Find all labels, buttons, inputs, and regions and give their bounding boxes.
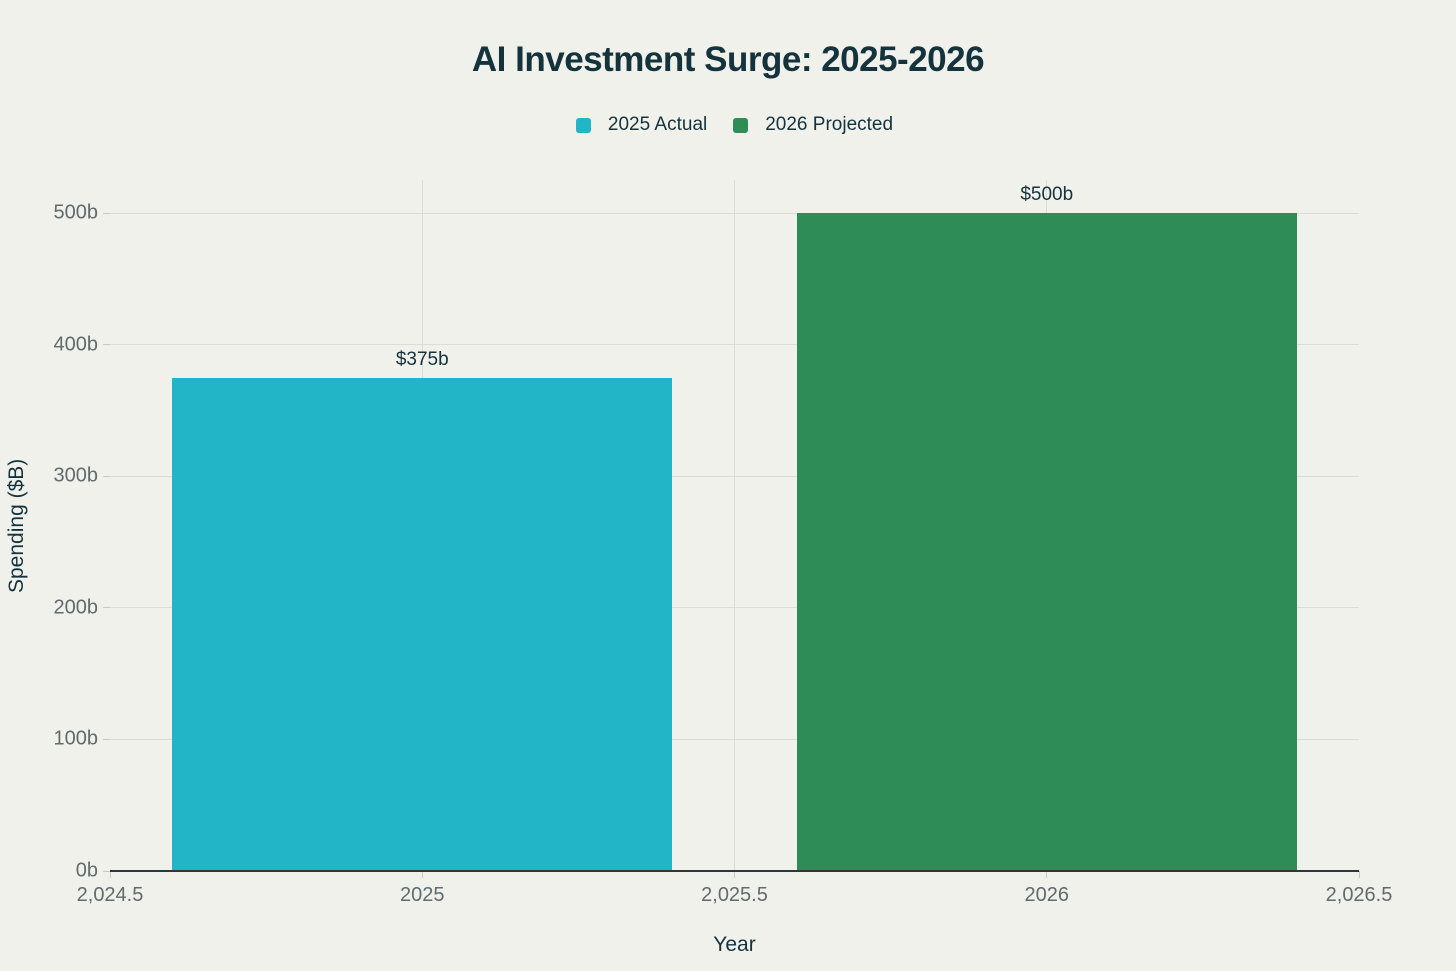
x-axis-tick <box>1358 871 1360 878</box>
y-tick-label: 0b <box>75 859 98 882</box>
y-axis-tick <box>103 607 110 609</box>
y-axis-title: Spending ($B) <box>5 458 28 593</box>
legend-swatch-teal-icon <box>575 117 591 133</box>
bar-2025-actual <box>172 377 673 871</box>
y-axis-tick <box>103 344 110 346</box>
x-gridline-2025.5 <box>734 180 735 871</box>
x-tick-label: 2,025.5 <box>701 884 768 906</box>
y-tick-label: 300b <box>53 464 99 487</box>
y-tick-label: 100b <box>53 727 99 750</box>
x-axis-line <box>110 870 1359 872</box>
x-axis-tick <box>421 871 423 878</box>
y-tick-label: 400b <box>53 333 99 356</box>
y-axis-tick <box>103 870 110 872</box>
x-axis-tick <box>1046 871 1048 878</box>
legend-item-2025-actual: 2025 Actual <box>575 114 708 136</box>
bar-value-label-2026-projected: $500b <box>1020 184 1074 205</box>
x-tick-label: 2025 <box>400 884 445 906</box>
x-axis-tick <box>109 871 111 878</box>
y-axis-tick <box>103 212 110 214</box>
x-axis-title: Year <box>713 933 756 956</box>
legend-swatch-green-icon <box>733 117 749 133</box>
chart-title: AI Investment Surge: 2025-2026 <box>471 40 985 79</box>
y-tick-label: 500b <box>53 201 99 224</box>
x-tick-label: 2,024.5 <box>76 884 144 906</box>
legend-item-2026-projected: 2026 Projected <box>733 114 893 136</box>
y-axis-tick <box>103 475 110 477</box>
y-tick-label: 200b <box>53 596 99 619</box>
legend-label-2025-actual: 2025 Actual <box>607 114 708 135</box>
bar-value-label-2025-actual: $375b <box>395 348 449 370</box>
x-tick-label: 2026 <box>1024 884 1070 906</box>
legend: 2025 Actual 2026 Projected <box>110 111 1359 139</box>
plot-area: 0b 100b 200b 300b 400b 500b 2,024.5 2025 2,025.5… <box>54 180 1392 906</box>
y-axis-tick <box>103 738 110 740</box>
legend-label-2026-projected: 2026 Projected <box>765 114 894 135</box>
bar-2026-projected <box>796 213 1297 871</box>
x-tick-label: 2,026.5 <box>1325 884 1393 906</box>
x-axis-tick <box>734 871 735 878</box>
